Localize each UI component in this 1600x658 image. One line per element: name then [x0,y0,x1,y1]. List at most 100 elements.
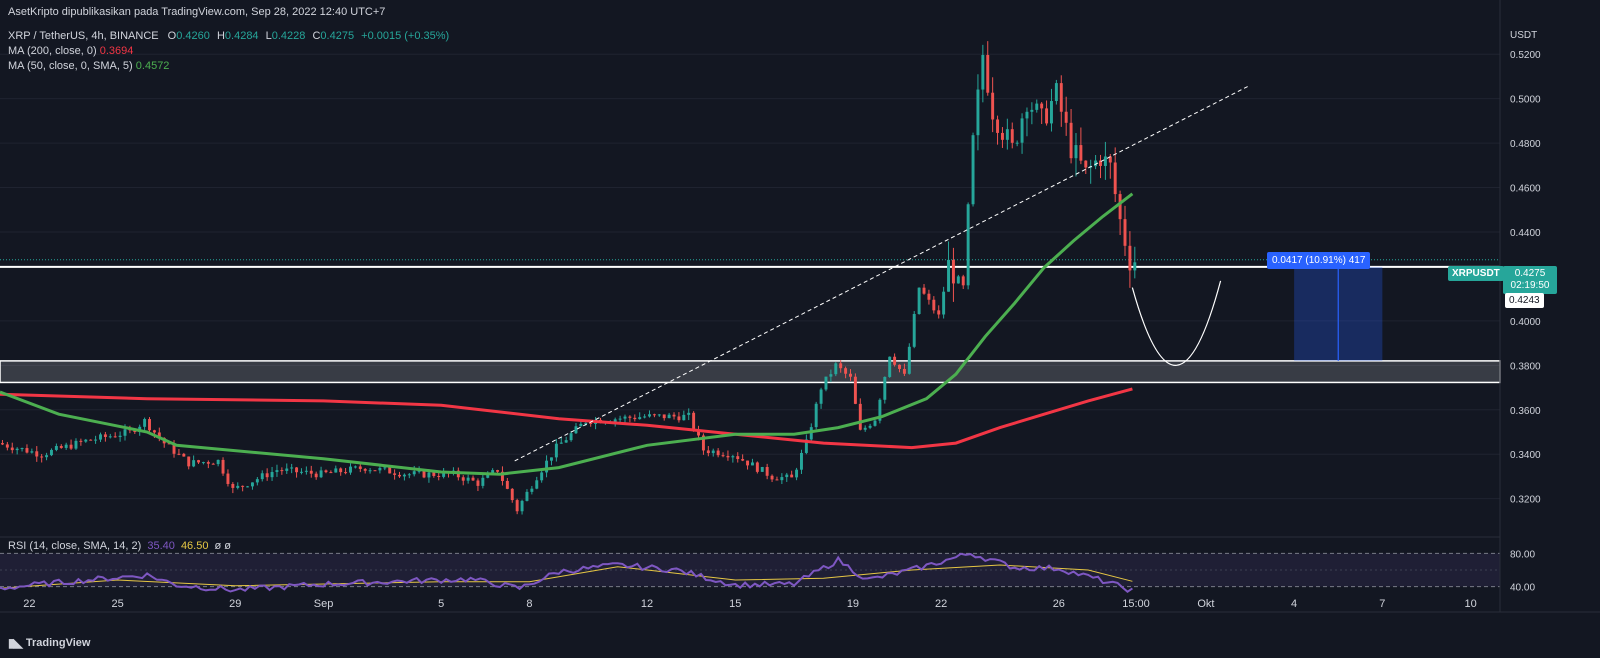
candle-body [755,462,759,472]
candle-body [152,430,156,433]
candle-body [1069,122,1073,159]
time-tick-label: 8 [526,598,532,610]
candle-body [564,440,568,443]
candle-body [569,433,573,441]
candle-body [971,135,975,205]
candle-body [991,92,995,120]
price-axis-currency: USDT [1510,30,1537,41]
time-tick-label: 15:00 [1122,598,1150,610]
candle-body [285,468,289,471]
level-badge: 0.4243 [1505,293,1544,308]
candle-body [1133,262,1137,271]
rsi-panel [0,552,1500,593]
candle-body [1123,219,1127,246]
time-axis[interactable]: 22 25 29 Sep 5 8 12 15 19 22 26 15:00 Okt 4 7 10 [23,598,1476,610]
symbol-line[interactable]: XRP / TetherUS, 4h, BINANCE [8,30,159,42]
candle-body [349,466,352,473]
candle-body [1084,160,1088,168]
price-tick-label: 0.5200 [1510,50,1541,61]
change-value: +0.0015 (+0.35%) [361,30,450,42]
candle-body [427,472,431,478]
rsi-ma-line[interactable] [0,564,1133,589]
price-axis[interactable]: USDT 0.5200 0.5000 0.4800 0.4600 0.4400 0.4000… [1510,30,1541,506]
candle-body [785,474,789,478]
rsi-legend[interactable]: RSI (14, close, SMA, 14, 2) 35.40 46.50 … [8,540,231,552]
candle-body [402,474,406,477]
tradingview-brand: TradingView [25,637,91,649]
high-label: H [216,30,225,42]
candle-body [726,455,730,458]
projection-curve[interactable] [1131,280,1222,366]
candle-body [103,434,107,437]
rsi-axis[interactable]: 80.00 40.00 [1510,549,1535,593]
candle-body [692,412,696,430]
price-tick-label: 0.3600 [1510,406,1541,417]
rsi-line[interactable] [0,552,1133,593]
close-label: C [312,30,321,42]
candle-body [0,443,4,445]
candle-body [466,477,470,481]
ma50-legend[interactable]: MA (50, close, 0, SMA, 5) 0.4572 [8,60,169,72]
ma200-line[interactable] [0,387,1133,450]
candle-body [275,470,279,473]
candle-body [902,368,906,374]
candle-body [1035,103,1039,110]
candle-body [50,449,53,456]
candle-body [177,453,181,455]
candle-body [579,423,583,427]
candle-body [295,467,299,473]
candle-body [628,416,632,418]
candle-body [868,425,872,428]
candle-body [197,460,200,463]
candle-body [358,466,362,469]
candle-body [1000,132,1004,140]
candle-body [790,474,794,478]
candle-body [1054,83,1058,102]
candle-body [858,403,862,430]
candle-body [398,474,401,477]
candle-body [1079,145,1083,161]
ma50-line[interactable] [0,192,1134,476]
candle-body [1064,111,1068,123]
ma200-legend[interactable]: MA (200, close, 0) 0.3694 [8,45,133,57]
candle-body [937,310,941,315]
candle-body [324,470,328,473]
candle-body [260,473,264,480]
candle-body [241,485,245,487]
trend-line[interactable] [514,84,1251,462]
candle-body [893,356,897,365]
candle-body [412,471,416,475]
candle-body [839,363,843,369]
support-zone[interactable] [0,360,1501,384]
candle-body [1005,129,1009,140]
price-tick-label: 0.4400 [1510,228,1541,239]
candle-body [5,444,9,448]
candle-body [951,259,955,284]
low-label: L [265,30,272,42]
candle-body [476,480,480,486]
candle-body [79,440,83,442]
tradingview-logo[interactable]: ▮◣ TradingView [8,636,90,650]
price-tick-label: 0.4800 [1510,139,1541,150]
candle-body [143,419,147,427]
candle-body [373,470,377,472]
time-tick-label: 5 [438,598,444,610]
candle-body [491,470,495,474]
rsi-tick-label: 80.00 [1510,549,1535,560]
time-tick-label: 22 [935,598,947,610]
candle-body [300,471,303,473]
candle-body [148,419,151,431]
candle-body [750,462,754,466]
candle-body [927,293,931,300]
rsi-label: RSI (14, close, SMA, 14, 2) [8,540,142,552]
candle-body [996,119,1000,133]
candle-body [873,420,877,426]
grid-lines [0,53,1500,500]
candle-body [309,470,313,474]
candle-body [545,460,549,473]
candle-body [226,473,230,484]
time-tick-label: 25 [112,598,124,610]
candle-body [731,456,735,458]
time-tick-label: 4 [1291,598,1297,610]
